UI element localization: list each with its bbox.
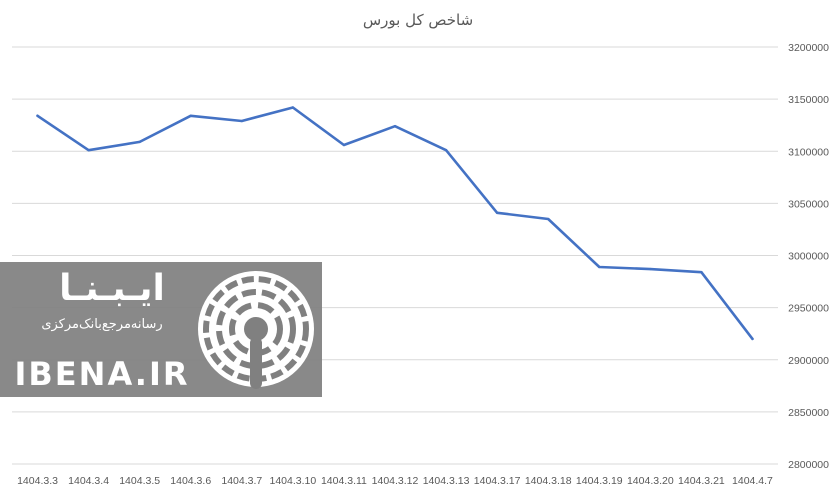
y-axis-ticks: 3200000 3150000 3100000 3050000 3000000 29500… xyxy=(788,42,829,471)
y-tick-label: 3000000 xyxy=(788,251,829,263)
data-point xyxy=(189,114,192,118)
data-point xyxy=(444,149,448,152)
data-point xyxy=(700,270,703,274)
x-tick-label: 1404.3.12 xyxy=(372,475,419,487)
data-point xyxy=(36,114,39,118)
x-tick-label: 1404.4.7 xyxy=(732,475,773,487)
data-point xyxy=(87,149,90,152)
x-tick-label: 1404.3.6 xyxy=(170,475,211,487)
data-point xyxy=(649,267,652,271)
y-tick-label: 3100000 xyxy=(788,146,829,158)
x-tick-label: 1404.3.5 xyxy=(119,475,160,487)
data-point xyxy=(342,143,346,147)
chart-title: شاخص کل بورس xyxy=(363,11,473,29)
y-tick-label: 3050000 xyxy=(788,198,829,210)
x-tick-label: 1404.3.4 xyxy=(68,475,109,487)
watermark-site: IBENA.IR xyxy=(15,355,190,393)
data-point xyxy=(393,125,397,128)
x-tick-label: 1404.3.18 xyxy=(525,475,572,487)
x-tick-label: 1404.3.10 xyxy=(270,475,317,487)
x-axis-ticks: 1404.3.3 1404.3.4 1404.3.5 1404.3.6 1404.3.7… xyxy=(17,475,773,487)
y-tick-label: 3200000 xyxy=(788,42,829,54)
y-tick-label: 2950000 xyxy=(788,303,829,315)
data-point xyxy=(240,119,243,123)
data-point xyxy=(547,217,550,221)
data-point xyxy=(291,106,295,109)
watermark-brand: ایـبـنـا xyxy=(59,268,165,309)
y-tick-label: 2800000 xyxy=(788,459,829,471)
x-tick-label: 1404.3.19 xyxy=(576,475,623,487)
x-tick-label: 1404.3.13 xyxy=(423,475,470,487)
x-tick-label: 1404.3.17 xyxy=(474,475,521,487)
x-tick-label: 1404.3.3 xyxy=(17,475,58,487)
x-tick-label: 1404.3.11 xyxy=(321,475,367,487)
grid-lines xyxy=(12,46,778,465)
x-tick-label: 1404.3.20 xyxy=(627,475,674,487)
x-tick-label: 1404.3.21 xyxy=(678,475,725,487)
y-tick-label: 2850000 xyxy=(788,407,829,419)
data-point xyxy=(598,265,601,269)
broadcast-signal-icon xyxy=(198,271,314,389)
ibena-watermark: ایـبـنـا رسانه‌مرجع‌بانک‌مرکزی IBENA.IR xyxy=(0,262,322,397)
watermark-tagline: رسانه‌مرجع‌بانک‌مرکزی xyxy=(41,317,162,332)
series-layer xyxy=(36,106,754,341)
x-tick-label: 1404.3.7 xyxy=(221,475,262,487)
data-point xyxy=(138,140,141,144)
y-tick-label: 3150000 xyxy=(788,94,829,106)
data-point xyxy=(751,337,754,341)
data-point xyxy=(495,211,499,214)
y-tick-label: 2900000 xyxy=(788,355,829,367)
